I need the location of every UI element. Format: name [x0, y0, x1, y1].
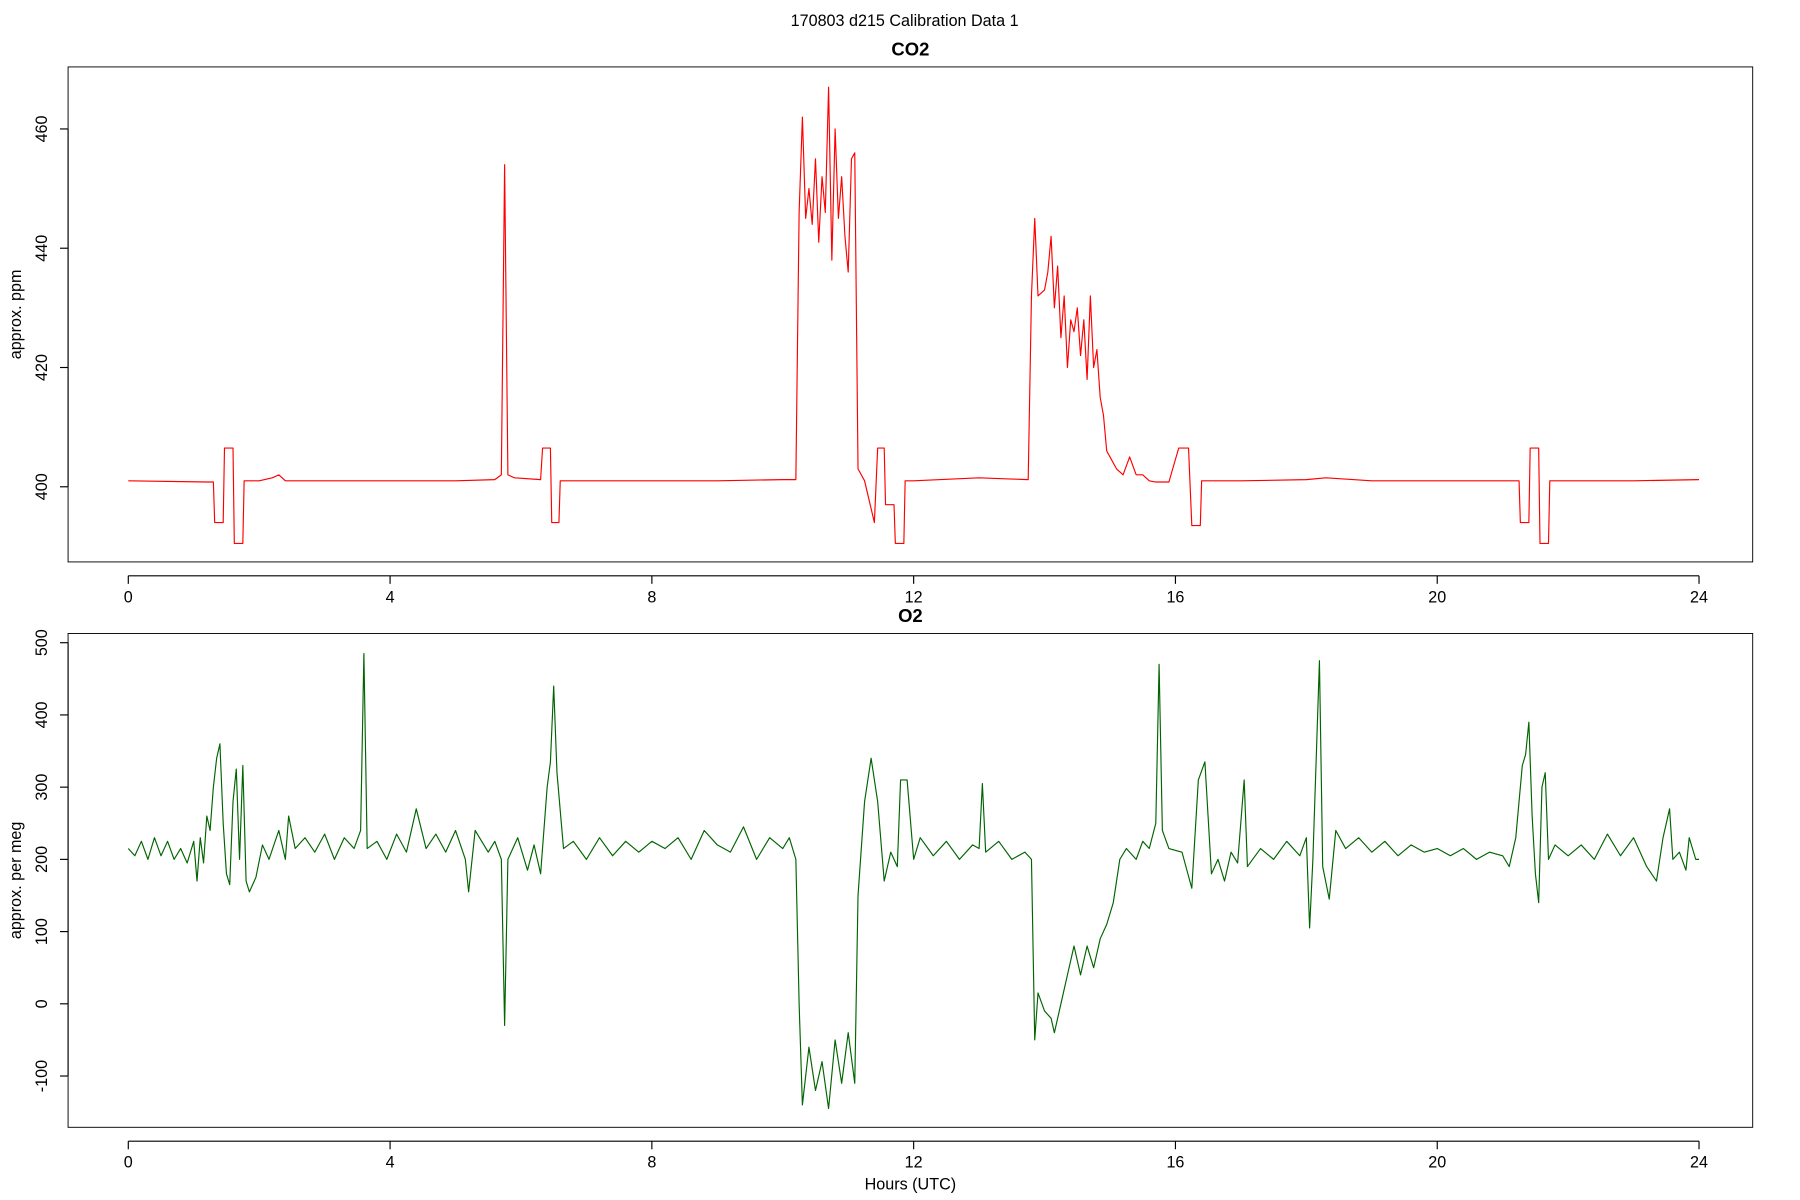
- panel: O2 approx. per meg Hours (UTC) 0 4 8 12 16 20 24 -…: [7, 605, 1754, 1194]
- y-axis-label: approx. ppm: [7, 270, 25, 360]
- y-tick-label: 0: [33, 999, 51, 1008]
- y-tick-label: 440: [33, 235, 51, 262]
- x-tick-label: 4: [386, 588, 395, 606]
- x-tick-label: 20: [1428, 1154, 1446, 1172]
- y-tick-label: 500: [33, 629, 51, 656]
- y-tick-label: 200: [33, 846, 51, 873]
- x-tick-label: 0: [124, 1154, 133, 1172]
- y-tick-label: 420: [33, 354, 51, 381]
- x-tick-label: 20: [1428, 588, 1446, 606]
- y-tick-label: 400: [33, 701, 51, 728]
- x-tick-label: 24: [1690, 1154, 1708, 1172]
- x-tick-label: 8: [647, 1154, 656, 1172]
- panel: CO2 approx. ppm 0 4 8 12 16 20 24 400 420 440 460: [7, 38, 1754, 606]
- data-line: [127, 652, 1700, 1110]
- x-tick-label: 16: [1166, 588, 1184, 606]
- x-tick-label: 4: [386, 1154, 395, 1172]
- x-axis-label: Hours (UTC): [865, 1176, 956, 1194]
- y-tick-label: -100: [33, 1060, 51, 1092]
- y-axis-label: approx. per meg: [7, 822, 25, 940]
- y-tick-label: 100: [33, 918, 51, 945]
- x-tick-label: 12: [905, 1154, 923, 1172]
- panel-title: CO2: [891, 38, 929, 59]
- data-line: [128, 86, 1700, 545]
- x-tick-label: 12: [905, 588, 923, 606]
- y-tick-label: 460: [33, 115, 51, 142]
- y-tick-label: 300: [33, 774, 51, 801]
- y-tick-label: 400: [33, 473, 51, 500]
- x-tick-label: 16: [1166, 1154, 1184, 1172]
- panel-title: O2: [898, 605, 923, 626]
- x-tick-label: 8: [647, 588, 656, 606]
- x-tick-label: 0: [124, 588, 133, 606]
- x-tick-label: 24: [1690, 588, 1708, 606]
- figure-title: 170803 d215 Calibration Data 1: [791, 12, 1019, 30]
